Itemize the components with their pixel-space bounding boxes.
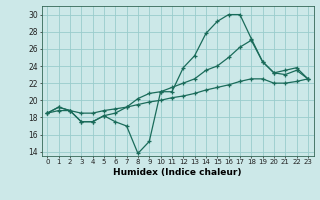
X-axis label: Humidex (Indice chaleur): Humidex (Indice chaleur) (113, 168, 242, 177)
